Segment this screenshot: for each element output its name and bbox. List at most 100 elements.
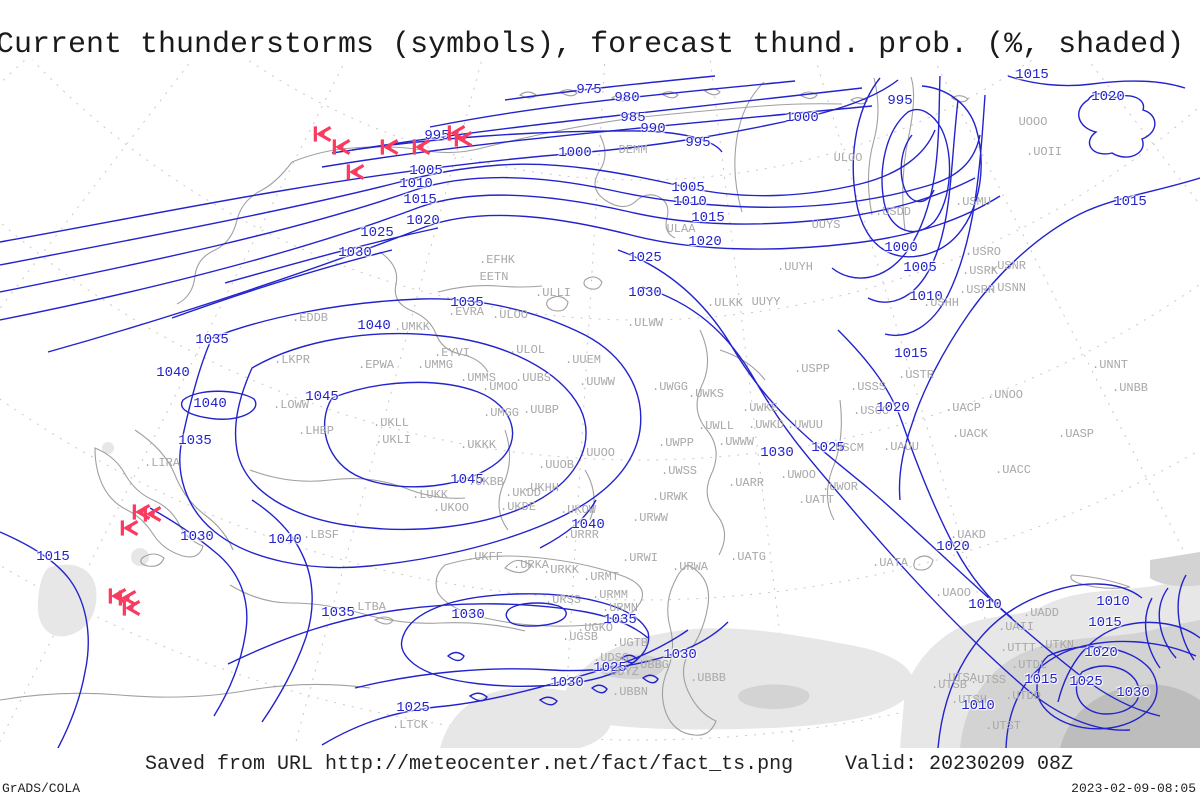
contour-label: 1010	[399, 176, 433, 192]
station-label: .UUOB	[537, 458, 575, 472]
contour-label: 1020	[1084, 645, 1118, 661]
station-label: .LOWW	[272, 398, 310, 412]
station-label: .UACP	[944, 401, 982, 415]
station-label: .UKOO	[432, 501, 470, 515]
contour-label: 980	[614, 90, 640, 106]
contour-label: 1025	[811, 440, 845, 456]
station-label: .LTCK	[391, 718, 429, 732]
contour-label: 1040	[357, 318, 391, 334]
probability-shading-layer	[37, 442, 1200, 748]
station-label: .URWK	[651, 490, 689, 504]
contour-label: 1015	[894, 346, 928, 362]
station-label: .UTKN	[1037, 638, 1075, 652]
station-label: .URWA	[671, 560, 709, 574]
station-label: .USCM	[827, 441, 865, 455]
contour-label: 1025	[396, 700, 430, 716]
contour-label: 1035	[603, 612, 637, 628]
contour-label: 1045	[305, 389, 339, 405]
thunderstorm-symbol-icon	[142, 505, 163, 524]
thunderstorm-symbol-icon	[331, 138, 352, 157]
contour-label: 1010	[909, 289, 943, 305]
station-label: .URRR	[562, 528, 600, 542]
station-label: .UWLL	[697, 419, 735, 433]
station-label: .EFHK	[478, 253, 516, 267]
station-label: .UTDL	[1010, 658, 1048, 672]
station-label: .ULKK	[706, 296, 744, 310]
station-label: .EDDB	[291, 311, 329, 325]
thunderstorm-symbol-icon	[117, 589, 138, 608]
station-label: .UBBB	[689, 671, 727, 685]
station-label: .UWOO	[779, 468, 817, 482]
contour-label: 1030	[180, 529, 214, 545]
station-label: .UUYH	[776, 260, 814, 274]
contour-label: 1005	[409, 163, 443, 179]
thunderstorm-symbol-icon	[121, 599, 142, 618]
contour-label: 1040	[156, 365, 190, 381]
contour-label: 1010	[1096, 594, 1130, 610]
station-label: .UKDD	[504, 486, 542, 500]
station-label: .UNNT	[1091, 358, 1129, 372]
station-label: .LBSF	[302, 528, 340, 542]
station-label: .ULOL	[508, 343, 546, 357]
station-label: .URMM	[591, 588, 629, 602]
contour-label: 1020	[688, 234, 722, 250]
station-label: .UMMG	[416, 358, 454, 372]
station-label: .UADD	[1022, 606, 1060, 620]
map-area: 975 980 985 990 995 995 995 1000 1000 1000 1005 100…	[0, 60, 1200, 748]
contour-label: 1040	[571, 517, 605, 533]
station-label: .UACC	[994, 463, 1032, 477]
station-label: .UOII	[1025, 145, 1063, 159]
station-label: .UKDE	[499, 500, 537, 514]
contour-label: 985	[620, 110, 646, 126]
contour-label: 1020	[876, 400, 910, 416]
map-canvas	[0, 60, 1200, 748]
station-label: EETN	[479, 270, 509, 284]
station-label: .UAUU	[882, 440, 920, 454]
footer-source-url: Saved from URL http://meteocenter.net/fa…	[145, 753, 794, 776]
station-label: .USHH	[922, 296, 960, 310]
contour-label: 1015	[403, 192, 437, 208]
station-label: .UUWW	[578, 375, 616, 389]
station-label: .UGTB	[611, 636, 649, 650]
station-label: .UKKK	[459, 438, 497, 452]
station-label: .ULOO	[491, 308, 529, 322]
contour-label: 1015	[1113, 194, 1147, 210]
station-label: .UWPP	[657, 436, 695, 450]
station-label: .LKPR	[273, 353, 311, 367]
station-label: .LTBA	[349, 600, 387, 614]
station-label: .UUEM	[564, 353, 602, 367]
station-label: .UARR	[727, 476, 765, 490]
station-label: .UTSS	[969, 673, 1007, 687]
station-label: .UWUU	[786, 418, 824, 432]
station-label: .UKHH	[522, 481, 560, 495]
contour-label: 1005	[903, 260, 937, 276]
contour-label: 1000	[558, 145, 592, 161]
station-label: .URSS	[544, 593, 582, 607]
station-label: .UATG	[729, 550, 767, 564]
station-label: .UBBG	[632, 658, 670, 672]
thunderstorm-symbol-icon	[312, 125, 333, 144]
station-label: .USCC	[852, 404, 890, 418]
contour-label: 1030	[550, 675, 584, 691]
contour-label: 1045	[450, 472, 484, 488]
station-label: .UTST	[984, 719, 1022, 733]
station-label: .UTDD	[1004, 689, 1042, 703]
contour-label: 1025	[1069, 674, 1103, 690]
page-title: Current thunderstorms (symbols), forecas…	[0, 28, 1185, 62]
station-label: .EVRA	[447, 305, 485, 319]
contour-label: 1015	[1015, 67, 1049, 83]
contour-label: 1025	[360, 225, 394, 241]
footer-timestamp: 2023-02-09-08:05	[1071, 781, 1196, 796]
station-label: .URMT	[582, 570, 620, 584]
station-label: .UWWW	[717, 435, 755, 449]
station-label: .UUBS	[514, 371, 552, 385]
isobar-layer	[0, 75, 1200, 748]
contour-label: 975	[576, 82, 602, 98]
contour-label: 1020	[1091, 89, 1125, 105]
contour-label: 1030	[663, 647, 697, 663]
station-label: .URMN	[601, 601, 639, 615]
contour-label: 1015	[36, 549, 70, 565]
station-label: .UACK	[951, 427, 989, 441]
contour-label: 1030	[451, 607, 485, 623]
station-label: .UKLL	[372, 416, 410, 430]
